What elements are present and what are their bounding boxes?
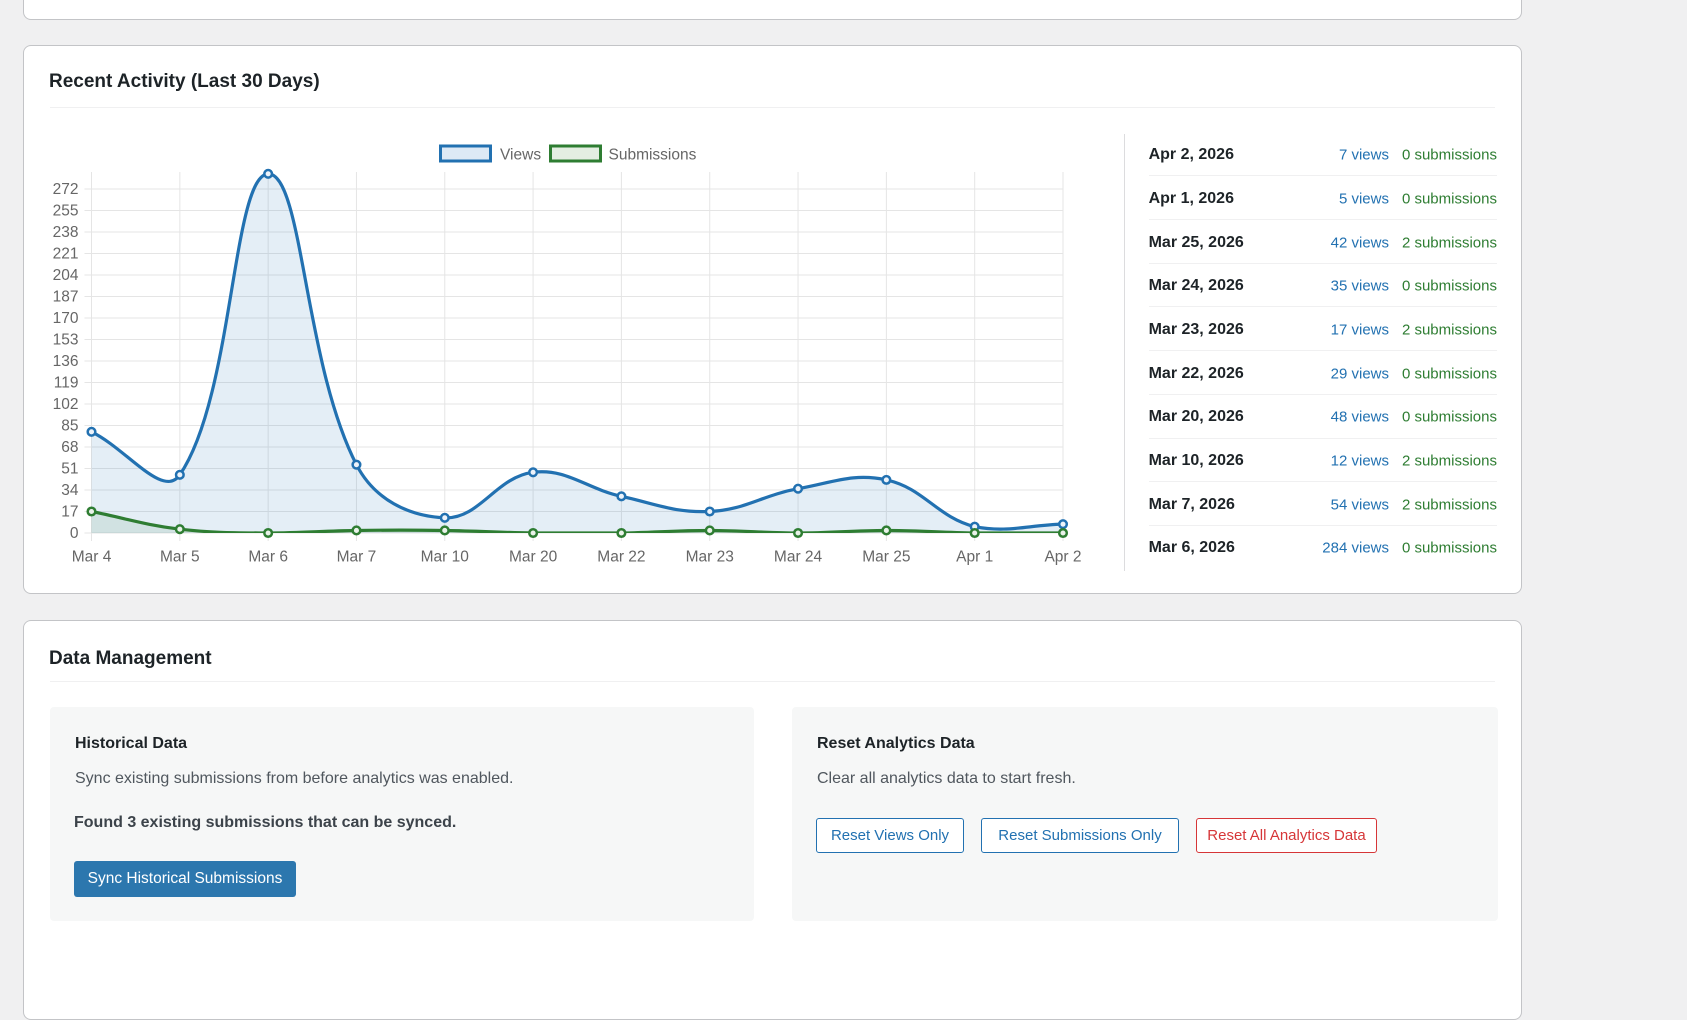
svg-text:51: 51 — [61, 461, 78, 478]
svg-text:0: 0 — [70, 525, 79, 542]
svg-text:221: 221 — [53, 246, 79, 263]
svg-text:34: 34 — [61, 482, 79, 499]
svg-text:Mar 22: Mar 22 — [597, 549, 645, 566]
svg-text:68: 68 — [61, 439, 78, 456]
svg-text:136: 136 — [53, 353, 79, 370]
svg-text:Mar 6: Mar 6 — [248, 549, 288, 566]
svg-text:Mar 20: Mar 20 — [509, 549, 558, 566]
svg-text:102: 102 — [53, 396, 79, 413]
svg-text:255: 255 — [53, 203, 79, 220]
svg-text:187: 187 — [53, 289, 79, 306]
svg-text:170: 170 — [53, 310, 79, 327]
svg-text:204: 204 — [53, 267, 79, 284]
svg-text:Mar 24: Mar 24 — [774, 549, 823, 566]
svg-text:Mar 7: Mar 7 — [337, 549, 377, 566]
svg-text:Mar 10: Mar 10 — [421, 549, 470, 566]
svg-text:17: 17 — [61, 504, 78, 521]
svg-text:Mar 25: Mar 25 — [862, 549, 910, 566]
svg-text:Mar 4: Mar 4 — [72, 549, 112, 566]
svg-text:Apr 2: Apr 2 — [1044, 549, 1081, 566]
svg-text:119: 119 — [54, 375, 79, 392]
svg-text:153: 153 — [53, 332, 79, 349]
svg-text:Mar 23: Mar 23 — [686, 549, 734, 566]
svg-text:Apr 1: Apr 1 — [956, 549, 993, 566]
svg-text:Views: Views — [500, 147, 541, 164]
svg-text:272: 272 — [53, 181, 79, 198]
svg-text:Submissions: Submissions — [609, 147, 697, 164]
svg-text:85: 85 — [61, 418, 78, 435]
svg-text:238: 238 — [53, 224, 79, 241]
svg-text:Mar 5: Mar 5 — [160, 549, 200, 566]
